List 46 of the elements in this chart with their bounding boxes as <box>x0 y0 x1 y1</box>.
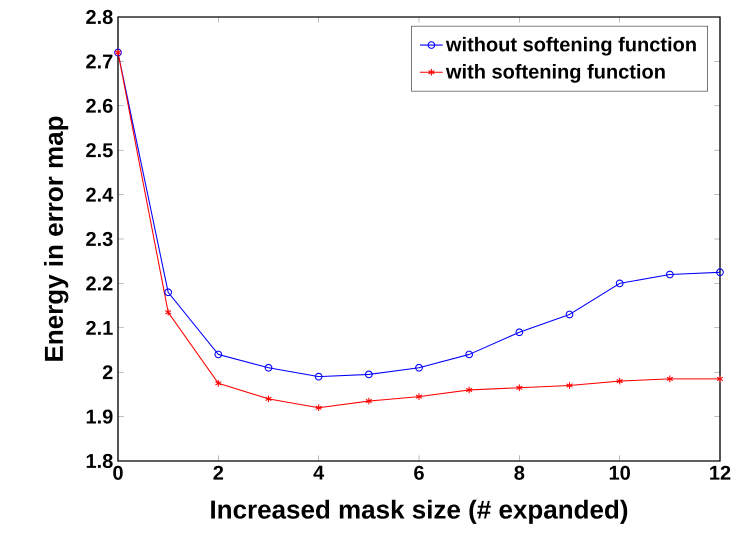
point <box>466 386 473 394</box>
point <box>365 397 372 405</box>
x-tick-label: 2 <box>213 466 224 480</box>
y-tick-label: 2.8 <box>86 10 113 24</box>
x-tick-label: 4 <box>313 466 324 480</box>
y-tick-label: 1.8 <box>86 454 113 468</box>
y-tick-label: 2.7 <box>86 54 112 68</box>
y-tick-label: 2.4 <box>86 188 114 202</box>
point <box>465 350 474 358</box>
point <box>515 328 524 336</box>
y-tick-label: 2.5 <box>86 143 113 158</box>
x-tick-label: 6 <box>414 466 424 480</box>
point <box>265 394 272 403</box>
point <box>566 382 573 390</box>
point <box>666 374 674 383</box>
x-tick-label: 0 <box>113 466 123 480</box>
point <box>164 288 172 296</box>
legend-label: with softening function <box>446 64 665 83</box>
point <box>666 270 674 278</box>
point <box>314 372 323 381</box>
x-tick-label: 8 <box>514 466 524 480</box>
y-tick-label: 2.6 <box>86 98 113 113</box>
point <box>616 280 624 288</box>
y-tick-label: 2.1 <box>86 320 113 335</box>
y-tick-label: 2.3 <box>86 232 113 246</box>
legend-label: without softening function <box>446 36 696 56</box>
point <box>566 310 574 318</box>
point <box>214 350 222 358</box>
y-tick-label: 2.2 <box>86 276 112 290</box>
x-tick-label: 12 <box>710 466 730 480</box>
point <box>716 268 724 276</box>
point <box>164 308 172 316</box>
point <box>364 370 373 378</box>
point <box>315 404 322 412</box>
point <box>416 392 422 400</box>
point <box>616 377 624 385</box>
point <box>716 374 724 383</box>
point <box>415 364 423 372</box>
y-tick-label: 1.9 <box>86 410 113 424</box>
y-axis-title: Energy in error map <box>44 116 68 361</box>
x-axis-title: Increased mask size (# expanded) <box>211 500 628 524</box>
point <box>264 364 272 372</box>
point <box>516 384 523 392</box>
y-tick-label: 2 <box>102 365 112 380</box>
x-tick-label: 10 <box>610 466 630 480</box>
point <box>214 379 222 388</box>
